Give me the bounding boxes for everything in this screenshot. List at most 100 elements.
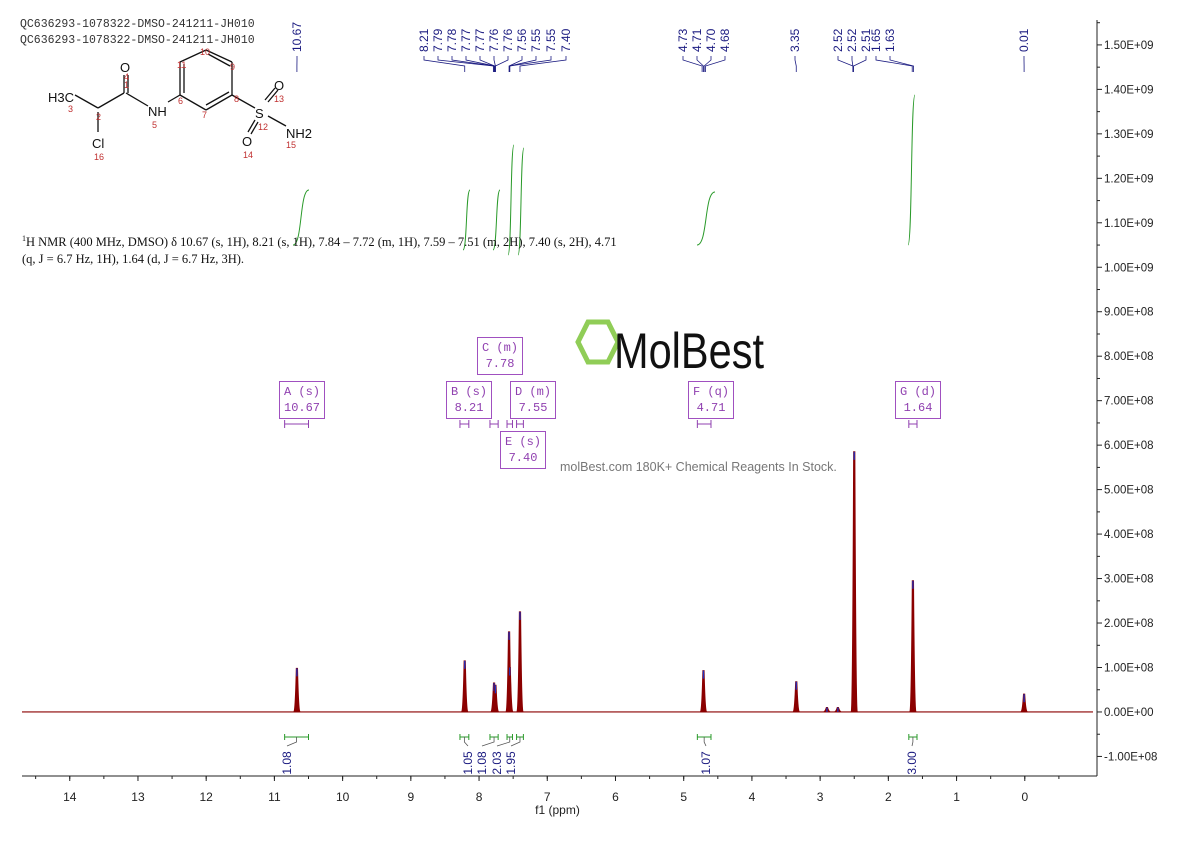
peak-label-connector [703, 56, 712, 72]
peak-shift-label: 1.63 [883, 28, 897, 52]
x-tick-label: 10 [336, 790, 350, 804]
y-tick-label: 1.00E+08 [1104, 662, 1154, 674]
peak-shift-label: 7.76 [501, 28, 515, 52]
x-tick-label: 1 [953, 790, 960, 804]
integral-curve [492, 189, 501, 251]
multiplet-shift: 8.21 [454, 401, 484, 415]
atom-number: 10 [200, 47, 210, 57]
atom-number: 11 [177, 60, 186, 70]
atom-number: 16 [94, 152, 104, 160]
y-tick-label: 2.00E+08 [1104, 618, 1154, 630]
atom-number: 15 [286, 140, 296, 150]
x-tick-label: 0 [1021, 790, 1028, 804]
multiplet-range [908, 420, 918, 428]
peak-shift-label: 7.77 [459, 28, 473, 52]
spectrum-peak [461, 660, 469, 713]
x-tick-label: 14 [63, 790, 77, 804]
x-tick-label: 3 [817, 790, 824, 804]
integral-curve [517, 147, 525, 256]
peak-shift-label: 8.21 [417, 28, 431, 52]
multiplet-box: C (m) 7.78 [477, 337, 524, 375]
peak-label-connector [451, 56, 495, 72]
x-tick-label: 8 [476, 790, 483, 804]
peak-label-connector [875, 56, 913, 72]
spectrum-peak [516, 611, 524, 713]
multiplet-shift: 7.78 [485, 357, 515, 371]
y-tick-label: -1.00E+08 [1104, 751, 1157, 763]
x-tick-label: 2 [885, 790, 892, 804]
y-tick-label: 1.40E+09 [1104, 84, 1154, 96]
integral-value: 1.07 [699, 751, 713, 775]
atom-number: 13 [274, 94, 284, 104]
y-tick-label: 1.20E+09 [1104, 173, 1154, 185]
integral-connector [703, 737, 707, 747]
y-tick-label: 9.00E+08 [1104, 307, 1154, 319]
multiplet-range [284, 420, 310, 428]
atom-number: 5 [152, 120, 157, 130]
y-tick-label: 1.00E+09 [1104, 262, 1154, 274]
spectrum-peak [909, 580, 917, 713]
multiplet-label: E (s) [505, 435, 542, 449]
molecule-structure: H3C O NH Cl O S NH2 O 1 2 3 4 5 6 7 8 9 … [48, 47, 312, 160]
peak-shift-label: 1.65 [869, 28, 883, 52]
x-tick-label: 5 [680, 790, 687, 804]
peak-shift-label: 0.01 [1017, 28, 1031, 52]
atom-label: NH [148, 104, 167, 119]
x-tick-label: 4 [749, 790, 756, 804]
peak-label-connector [851, 56, 854, 72]
integral-curve [696, 191, 716, 246]
nmr-description: 1H NMR (400 MHz, DMSO) δ 10.67 (s, 1H), … [22, 230, 622, 268]
multiplet-shift: 7.55 [518, 401, 548, 415]
atom-number: 4 [124, 72, 129, 82]
integral-value: 1.08 [280, 751, 294, 775]
atom-label: Cl [92, 136, 104, 151]
multiplet-box: E (s) 7.40 [500, 431, 547, 469]
integral-connector [911, 737, 914, 747]
atom-label: H3C [48, 90, 74, 105]
spectrum-peak [293, 667, 301, 713]
integral-value: 1.05 [461, 751, 475, 775]
integral-curve [907, 94, 916, 246]
peak-shift-label: 7.40 [559, 28, 573, 52]
peak-label-connector [495, 56, 509, 72]
peak-label-connector [837, 56, 854, 72]
atom-label: O [242, 134, 252, 149]
multiplet-label: A (s) [284, 385, 321, 399]
peak-label-connector [696, 56, 704, 72]
x-tick-label: 9 [407, 790, 414, 804]
nmr-description-text: H NMR (400 MHz, DMSO) δ 10.67 (s, 1H), 8… [22, 235, 617, 267]
molbest-logo-text: MolBest [614, 323, 764, 378]
multiplet-label: G (d) [900, 385, 937, 399]
multiplet-range [506, 420, 513, 428]
multiplet-label: D (m) [515, 385, 552, 399]
y-tick-label: 1.30E+09 [1104, 129, 1154, 141]
peak-shift-label: 7.55 [529, 28, 543, 52]
molbest-logo: MolBest [560, 318, 770, 383]
y-tick-label: 1.50E+09 [1104, 40, 1154, 52]
integral-curve [507, 144, 515, 256]
integral-curve [462, 189, 471, 251]
peak-shift-label: 10.67 [290, 22, 304, 52]
integral-value: 3.00 [905, 751, 919, 775]
peak-label-connector [423, 56, 466, 72]
integral-connector [481, 737, 495, 747]
integral-value: 2.03 [490, 751, 504, 775]
integral-connector [463, 737, 469, 747]
atom-number: 12 [258, 122, 268, 132]
y-tick-label: 4.00E+08 [1104, 529, 1154, 541]
peak-label-connector [705, 56, 726, 72]
multiplet-label: F (q) [693, 385, 730, 399]
atom-label: S [255, 106, 264, 121]
multiplet-label: B (s) [451, 385, 488, 399]
y-tick-label: 8.00E+08 [1104, 351, 1154, 363]
y-tick-label: 3.00E+08 [1104, 574, 1154, 586]
atom-number: 9 [230, 62, 235, 72]
integral-value: 1.95 [504, 751, 518, 775]
atom-number: 3 [68, 104, 73, 114]
x-tick-label: 12 [200, 790, 214, 804]
integral-connector [510, 737, 521, 747]
multiplet-range [516, 420, 524, 428]
atom-number: 1 [124, 80, 129, 90]
multiplet-box: A (s) 10.67 [279, 381, 326, 419]
